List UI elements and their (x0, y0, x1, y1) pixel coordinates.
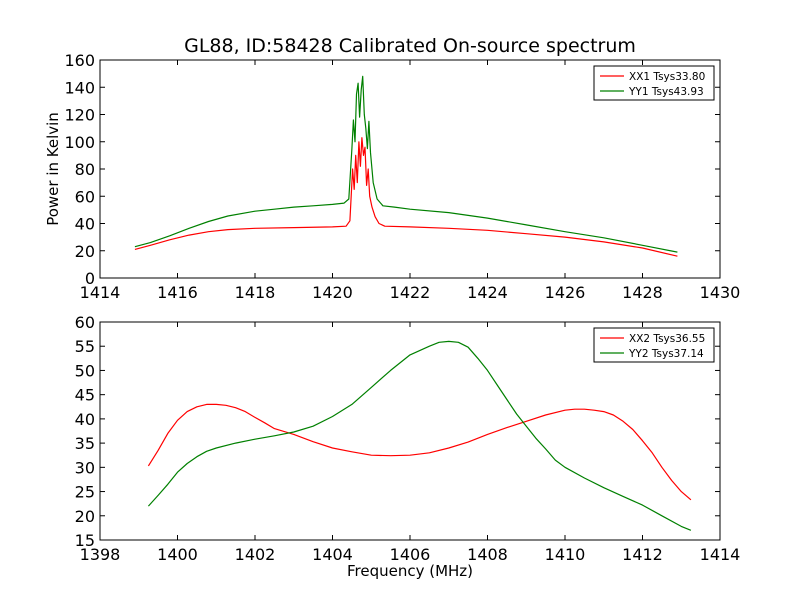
y-tick-label: 55 (75, 337, 95, 356)
y-tick-label: 80 (75, 160, 95, 179)
y-tick-label: 140 (64, 78, 95, 97)
legend-label: XX1 Tsys33.80 (629, 71, 705, 83)
legend-box (593, 327, 715, 363)
legend: XX1 Tsys33.80 YY1 Tsys43.93 (593, 65, 715, 101)
legend: XX2 Tsys36.55 YY2 Tsys37.14 (593, 327, 715, 363)
y-tick-label: 45 (75, 386, 95, 405)
x-tick-label: 1400 (157, 545, 198, 564)
y-tick-label: 60 (75, 187, 95, 206)
y-tick-label: 20 (75, 242, 95, 261)
x-tick-label: 1414 (80, 283, 121, 302)
x-tick-label: 1430 (700, 283, 741, 302)
y-tick-label: 40 (75, 410, 95, 429)
x-tick-label: 1408 (467, 545, 508, 564)
x-tick-label: 1420 (312, 283, 353, 302)
y-tick-label: 15 (75, 531, 95, 550)
chart-title: GL88, ID:58428 Calibrated On-source spec… (184, 35, 636, 57)
y-tick-label: 0 (85, 269, 95, 288)
legend-label: YY2 Tsys37.14 (628, 348, 704, 360)
top-spectrum-panel: 1414 1416 1418 1420 1422 1424 1426 1428 1430 0 20 4… (64, 51, 740, 302)
x-tick-label: 1406 (390, 545, 431, 564)
x-tick-label: 1424 (467, 283, 508, 302)
y-tick-label: 25 (75, 483, 95, 502)
x-tick-label: 1414 (700, 545, 741, 564)
x-tick-label: 1410 (545, 545, 586, 564)
x-tick-label: 1416 (157, 283, 198, 302)
y-axis-label: Power in Kelvin (44, 112, 62, 226)
y-tick-label: 20 (75, 507, 95, 526)
legend-box (593, 65, 715, 101)
y-tick-label: 60 (75, 313, 95, 332)
x-tick-label: 1398 (80, 545, 121, 564)
y-tick-label: 30 (75, 458, 95, 477)
y-tick-label: 40 (75, 215, 95, 234)
series-line-1-2 (134, 75, 678, 253)
bottom-spectrum-panel: 1398 1400 1402 1404 1406 1408 1410 1412 1414 15 20… (75, 313, 741, 564)
y-tick-label: 120 (64, 106, 95, 125)
x-tick-label: 1422 (390, 283, 431, 302)
x-tick-label: 1404 (312, 545, 353, 564)
x-axis-label: Frequency (MHz) (347, 562, 473, 580)
y-tick-label: 50 (75, 361, 95, 380)
y-tick-label: 35 (75, 434, 95, 453)
x-tick-label: 1418 (235, 283, 276, 302)
x-tick-label: 1412 (622, 545, 663, 564)
series-line-2-2 (147, 340, 692, 531)
series-line-1-1 (134, 137, 678, 257)
series-line-2-1 (147, 403, 692, 501)
x-tick-label: 1426 (545, 283, 586, 302)
x-tick-label: 1402 (235, 545, 276, 564)
y-tick-label: 160 (64, 51, 95, 70)
y-tick-label: 100 (64, 133, 95, 152)
legend-label: YY1 Tsys43.93 (628, 86, 704, 98)
legend-label: XX2 Tsys36.55 (629, 333, 705, 345)
x-tick-label: 1428 (622, 283, 663, 302)
